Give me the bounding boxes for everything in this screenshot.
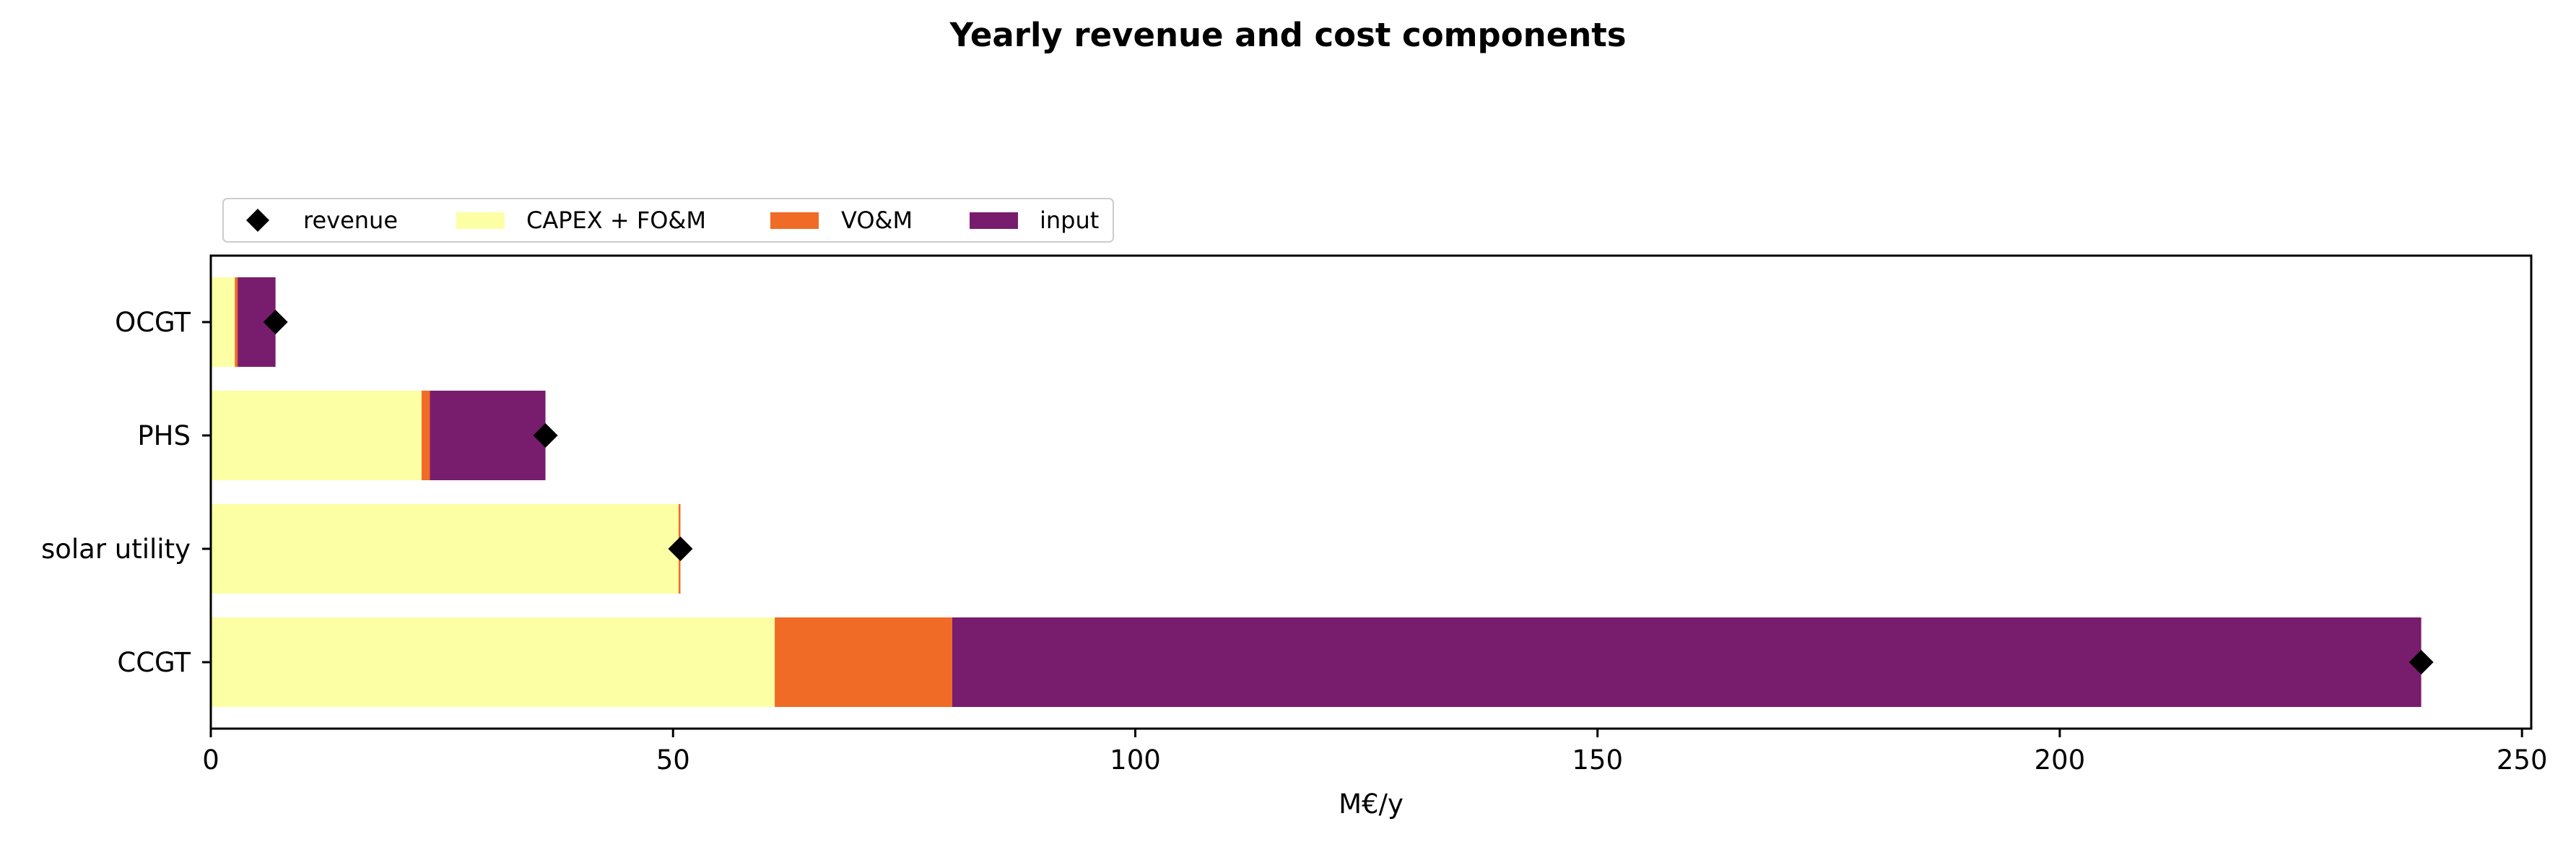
- revenue-marker: [668, 537, 693, 561]
- revenue-marker: [2409, 650, 2434, 674]
- legend-label: input: [1040, 207, 1099, 234]
- y-tick-label: OCGT: [115, 307, 191, 338]
- y-tick-label: CCGT: [117, 647, 191, 678]
- legend-revenue-marker: [246, 209, 269, 232]
- bar-segment: [211, 277, 235, 367]
- bar-segment: [775, 617, 952, 707]
- plot-frame: [209, 254, 2533, 730]
- legend-swatch: [970, 212, 1018, 229]
- legend-label: CAPEX + FO&M: [526, 207, 706, 234]
- bar-segment: [211, 617, 775, 707]
- bar-segment: [211, 504, 679, 594]
- plot-area: [211, 277, 2434, 707]
- legend-swatch: [456, 212, 505, 229]
- chart-title: Yearly revenue and cost components: [949, 16, 1626, 54]
- legend: revenue CAPEX + FO&M VO&M input: [222, 198, 1114, 243]
- revenue-marker: [533, 423, 558, 448]
- legend-box: [222, 198, 1114, 243]
- bar-segment: [211, 391, 422, 480]
- legend-label: revenue: [303, 207, 398, 234]
- x-tick-label: 100: [1110, 745, 1161, 776]
- y-tick-label: PHS: [137, 420, 191, 451]
- revenue-marker: [263, 310, 288, 334]
- y-tick-label: solar utility: [41, 534, 191, 565]
- x-tick-label: 0: [202, 745, 219, 776]
- bar-segment: [235, 277, 238, 367]
- bar-segment: [421, 391, 430, 480]
- x-tick-label: 200: [2035, 745, 2086, 776]
- legend-swatch: [770, 212, 819, 229]
- axes: OCGT PHS solar utility CCGT 0 50 100 150 200 250: [41, 307, 2548, 776]
- legend-label: VO&M: [841, 207, 913, 234]
- x-tick-label: 150: [1572, 745, 1623, 776]
- x-tick-label: 50: [656, 745, 690, 776]
- bar-segment: [952, 617, 2421, 707]
- bar-segment: [430, 391, 546, 480]
- x-tick-label: 250: [2497, 745, 2548, 776]
- x-axis-label: M€/y: [1339, 789, 1404, 820]
